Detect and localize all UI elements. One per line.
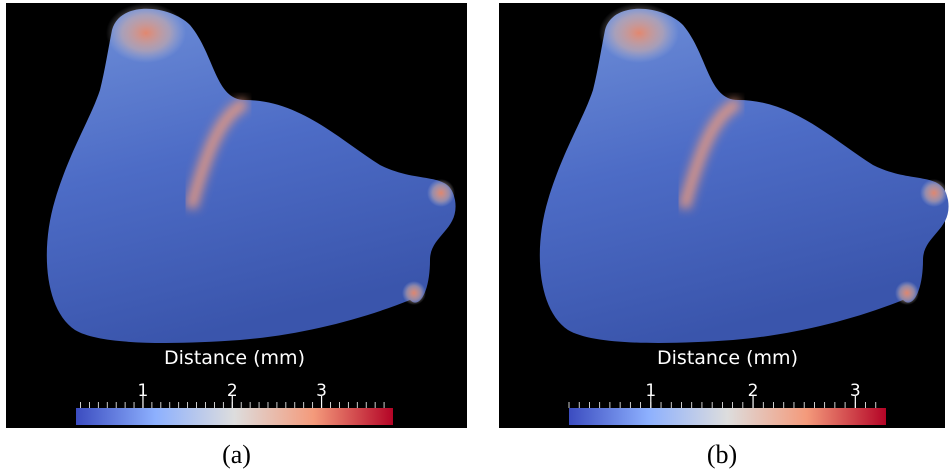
panel-caption: (b) (707, 440, 737, 469)
tick-label: 2 (748, 381, 759, 401)
surface (539, 8, 949, 343)
colorbar-title: Distance (mm) (657, 347, 798, 369)
hot-spot (402, 281, 426, 305)
tick-label: 3 (316, 381, 327, 401)
surface (46, 8, 456, 343)
fold (678, 97, 742, 210)
hot-spot (920, 179, 948, 207)
colorbar (569, 408, 886, 425)
tick-label: 1 (645, 381, 656, 401)
colorbar (76, 408, 393, 425)
tick-label: 3 (850, 381, 861, 401)
tick-label: 1 (138, 381, 149, 401)
tick-label: 2 (227, 381, 238, 401)
hot-spot (106, 3, 186, 63)
colorbar-title: Distance (mm) (164, 347, 305, 369)
panel: Distance (mm) 1 2 3 (6, 3, 467, 428)
fold (185, 97, 249, 210)
panel-caption: (a) (222, 440, 251, 469)
hot-spot (599, 3, 679, 63)
hot-spot (895, 281, 919, 305)
hot-spot (427, 179, 455, 207)
panel: Distance (mm)1 2 3 (499, 3, 949, 428)
